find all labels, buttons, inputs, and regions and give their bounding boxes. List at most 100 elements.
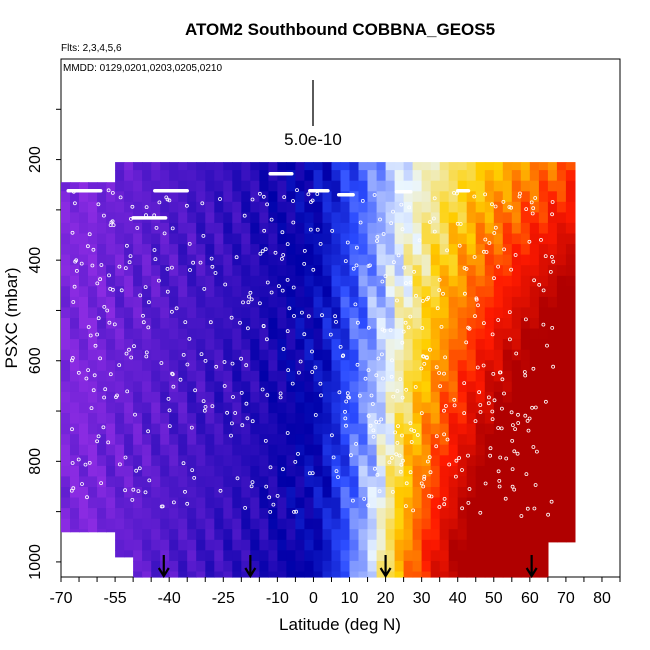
heatmap-cell bbox=[502, 349, 513, 361]
heatmap-cell bbox=[394, 254, 405, 266]
heatmap-cell bbox=[70, 381, 80, 393]
heatmap-cell bbox=[565, 233, 576, 245]
heatmap-cell bbox=[313, 381, 324, 393]
heatmap-cell bbox=[70, 328, 80, 340]
heatmap-cell bbox=[286, 180, 296, 192]
heatmap-cell bbox=[304, 423, 314, 435]
heatmap-cell bbox=[250, 328, 260, 340]
heatmap-cell bbox=[304, 307, 314, 319]
heatmap-cell bbox=[160, 529, 170, 541]
heatmap-cell bbox=[340, 571, 351, 578]
sample-point bbox=[460, 506, 465, 511]
sample-point bbox=[281, 253, 286, 257]
sample-point bbox=[131, 487, 136, 492]
sample-point bbox=[524, 472, 529, 477]
heatmap-cell bbox=[277, 339, 287, 351]
heatmap-cell bbox=[304, 360, 314, 372]
sample-point bbox=[127, 347, 131, 352]
sample-point bbox=[265, 393, 270, 398]
heatmap-cell bbox=[79, 370, 89, 382]
heatmap-cell bbox=[484, 497, 495, 509]
heatmap-cell bbox=[421, 265, 432, 277]
heatmap-cell bbox=[196, 212, 206, 224]
heatmap-cell bbox=[439, 508, 450, 520]
sample-point bbox=[298, 359, 303, 364]
heatmap-cell bbox=[124, 497, 134, 509]
heatmap-cell bbox=[286, 170, 296, 182]
heatmap-cell bbox=[124, 265, 134, 277]
heatmap-cell bbox=[259, 339, 269, 351]
heatmap-cell bbox=[79, 465, 89, 478]
sample-point bbox=[102, 304, 107, 309]
heatmap-cell bbox=[475, 465, 486, 478]
heatmap-cell bbox=[394, 170, 405, 182]
heatmap-cell bbox=[349, 560, 360, 573]
heatmap-cell bbox=[394, 162, 405, 171]
sample-point bbox=[187, 241, 192, 246]
heatmap-cell bbox=[196, 487, 206, 499]
heatmap-cell bbox=[556, 170, 567, 182]
sample-point bbox=[203, 404, 208, 409]
heatmap-cell bbox=[349, 550, 360, 562]
heatmap-cell bbox=[394, 318, 405, 330]
heatmap-cell bbox=[376, 349, 387, 361]
sample-point bbox=[291, 285, 296, 290]
sample-point bbox=[269, 217, 274, 222]
heatmap-cell bbox=[223, 296, 233, 309]
heatmap-cell bbox=[376, 360, 387, 372]
heatmap-cell bbox=[295, 328, 305, 340]
heatmap-cell bbox=[547, 476, 558, 488]
heatmap-cell bbox=[250, 529, 260, 541]
sample-point bbox=[366, 414, 371, 418]
heatmap-cell bbox=[241, 233, 251, 245]
heatmap-cell bbox=[133, 201, 143, 213]
heatmap-cell bbox=[538, 423, 549, 435]
heatmap-cell bbox=[304, 487, 314, 499]
heatmap-cell bbox=[169, 444, 179, 456]
heatmap-cell bbox=[403, 191, 414, 203]
heatmap-cell bbox=[358, 275, 369, 287]
sample-point bbox=[473, 419, 478, 424]
heatmap-cell bbox=[295, 529, 305, 541]
sample-point bbox=[249, 297, 254, 302]
sample-point bbox=[144, 354, 149, 359]
heatmap-cell bbox=[88, 360, 98, 372]
sample-point bbox=[319, 393, 323, 398]
heatmap-cell bbox=[421, 465, 432, 478]
heatmap-cell bbox=[358, 180, 369, 192]
heatmap-cell bbox=[133, 254, 143, 266]
sample-point bbox=[432, 229, 437, 234]
sample-point bbox=[452, 190, 456, 195]
heatmap-cell bbox=[493, 349, 504, 361]
heatmap-cell bbox=[520, 222, 531, 235]
heatmap-cell bbox=[268, 508, 278, 520]
heatmap-cell bbox=[133, 539, 143, 551]
profile-arrow bbox=[157, 555, 170, 579]
heatmap-cell bbox=[214, 465, 224, 478]
sample-point bbox=[169, 309, 174, 314]
heatmap-cell bbox=[259, 222, 269, 235]
sample-point bbox=[420, 326, 425, 330]
heatmap-cell bbox=[331, 434, 342, 446]
sample-point bbox=[174, 306, 179, 311]
y-tick-label: 600 bbox=[27, 347, 44, 374]
sample-point bbox=[541, 288, 546, 293]
heatmap-cell bbox=[97, 307, 107, 319]
heatmap-cell bbox=[169, 286, 179, 298]
heatmap-cell bbox=[178, 162, 188, 171]
heatmap-cell bbox=[142, 180, 152, 192]
heatmap-cell bbox=[403, 381, 414, 393]
heatmap-cell bbox=[340, 518, 351, 530]
heatmap-cell bbox=[268, 465, 278, 478]
heatmap-cell bbox=[295, 222, 305, 235]
heatmap-cell bbox=[475, 455, 486, 467]
sample-point bbox=[265, 202, 270, 207]
heatmap-cell bbox=[547, 391, 558, 404]
sample-point bbox=[417, 238, 422, 243]
heatmap-cell bbox=[88, 413, 98, 425]
heatmap-cell bbox=[313, 244, 324, 256]
heatmap-cell bbox=[457, 539, 468, 551]
heatmap-cell bbox=[448, 212, 459, 224]
sample-point bbox=[372, 466, 377, 471]
heatmap-cell bbox=[169, 539, 179, 551]
